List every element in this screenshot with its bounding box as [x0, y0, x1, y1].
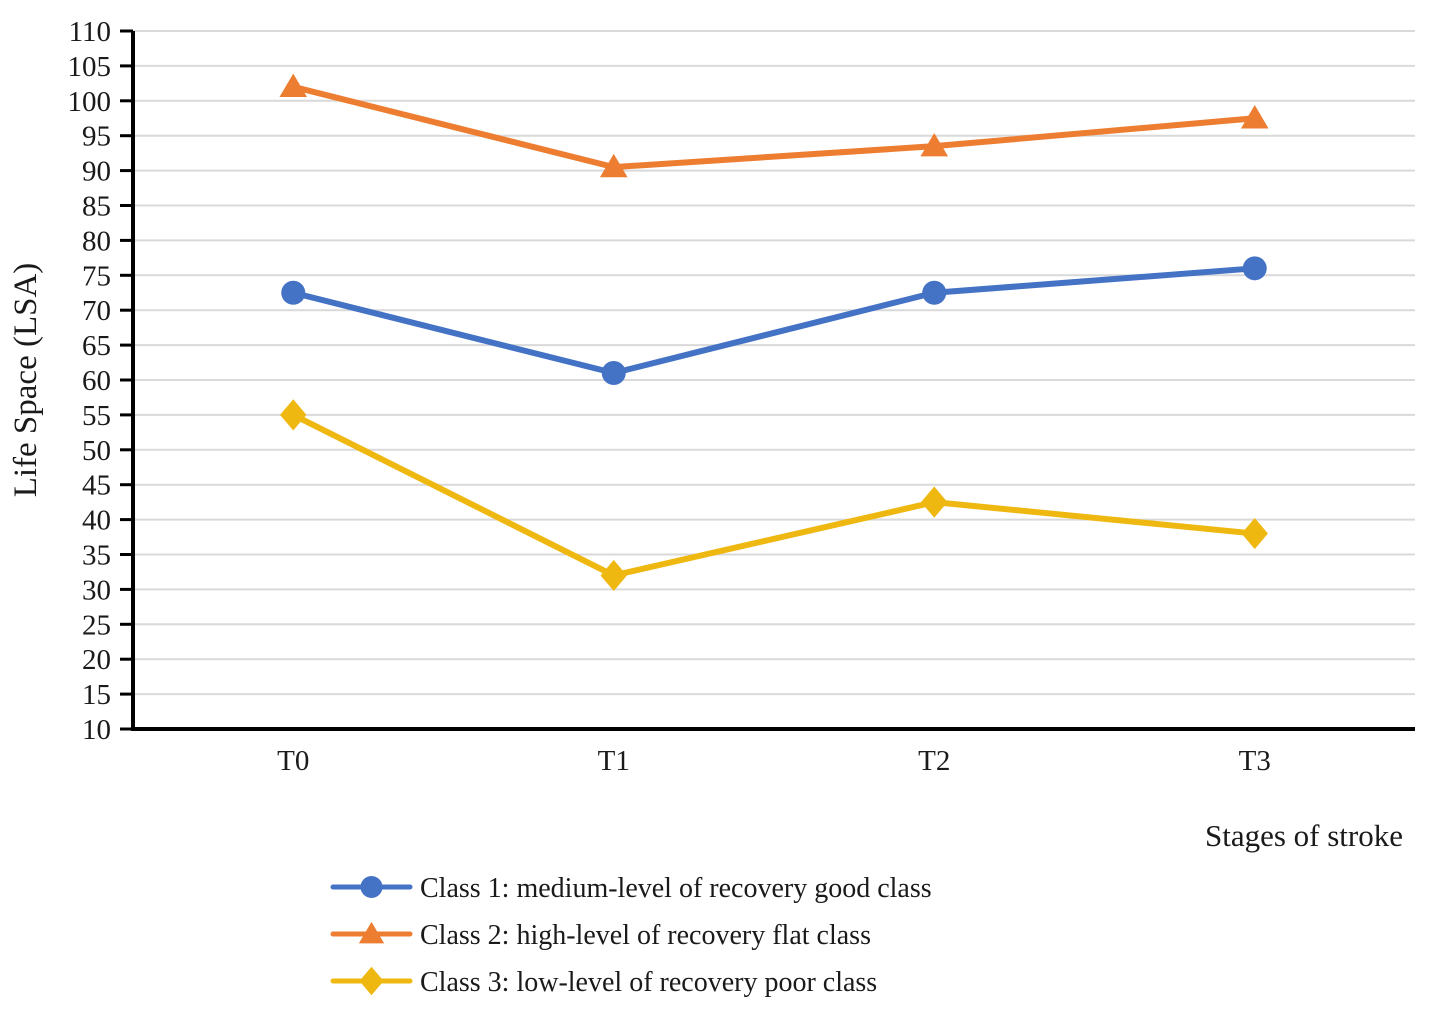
- y-tick-label: 95: [82, 121, 111, 153]
- series-layer: [279, 73, 1269, 592]
- legend-triangle-icon: [358, 921, 385, 944]
- legend-diamond-icon: [359, 966, 384, 996]
- y-tick-label: 35: [82, 540, 111, 572]
- marker-series-1-T3: [1242, 256, 1267, 281]
- marker-series-3-T1: [600, 559, 627, 592]
- legend-label: Class 1: medium-level of recovery good c…: [420, 873, 932, 904]
- y-tick-label: 105: [68, 51, 112, 83]
- series-line-3: [290, 411, 1258, 579]
- x-axis-title: Stages of stroke: [1205, 818, 1403, 853]
- legend-item: Class 2: high-level of recovery flat cla…: [330, 920, 871, 951]
- y-tick-label: 20: [82, 644, 111, 676]
- y-tick-label: 50: [82, 435, 111, 467]
- y-tick-label: 25: [82, 609, 111, 641]
- legend-item: Class 1: medium-level of recovery good c…: [330, 873, 932, 904]
- y-tick-label: 80: [82, 225, 111, 257]
- marker-series-2-T1: [599, 153, 628, 178]
- marker-series-3-T0: [280, 399, 307, 431]
- marker-series-2-T3: [1240, 105, 1269, 129]
- x-tick-label: T3: [1239, 745, 1271, 777]
- x-tick-label: T0: [277, 745, 309, 777]
- legend-label: Class 3: low-level of recovery poor clas…: [420, 967, 877, 998]
- legend-item: Class 3: low-level of recovery poor clas…: [330, 966, 877, 998]
- marker-series-2-T2: [920, 132, 949, 157]
- marker-series-3-T3: [1241, 517, 1268, 550]
- y-tick-label: 60: [82, 365, 111, 397]
- y-tick-label: 110: [69, 16, 111, 48]
- marker-series-1-T1: [601, 361, 626, 386]
- marker-series-1-T0: [281, 280, 306, 305]
- y-axis-title: Life Space (LSA): [8, 263, 44, 498]
- y-tick-label: 10: [82, 714, 111, 746]
- axes-layer: [120, 29, 1415, 731]
- legend-circle-icon: [360, 876, 383, 898]
- series-line-1: [290, 265, 1258, 377]
- y-tick-label: 75: [82, 260, 111, 292]
- marker-series-1-T2: [922, 280, 947, 305]
- y-tick-label: 100: [68, 86, 112, 118]
- x-tick-label: T2: [918, 745, 950, 777]
- marker-series-2-T0: [279, 73, 308, 98]
- y-tick-label: 85: [82, 191, 111, 223]
- x-tick-label: T1: [598, 745, 630, 777]
- y-tick-label: 30: [82, 574, 111, 606]
- tick-labels-layer: 1101051009590858075706560555045403530252…: [68, 16, 1271, 777]
- y-tick-label: 15: [82, 679, 111, 711]
- legend-label: Class 2: high-level of recovery flat cla…: [420, 920, 871, 951]
- series-line-2: [290, 83, 1258, 171]
- legend-layer: Class 1: medium-level of recovery good c…: [330, 873, 932, 998]
- y-tick-label: 90: [82, 156, 111, 188]
- y-tick-label: 40: [82, 505, 111, 537]
- y-tick-label: 45: [82, 470, 111, 502]
- y-tick-label: 65: [82, 330, 111, 362]
- gridlines-layer: [133, 30, 1415, 696]
- marker-series-3-T2: [921, 486, 948, 518]
- y-tick-label: 55: [82, 400, 111, 432]
- y-tick-label: 70: [82, 295, 111, 327]
